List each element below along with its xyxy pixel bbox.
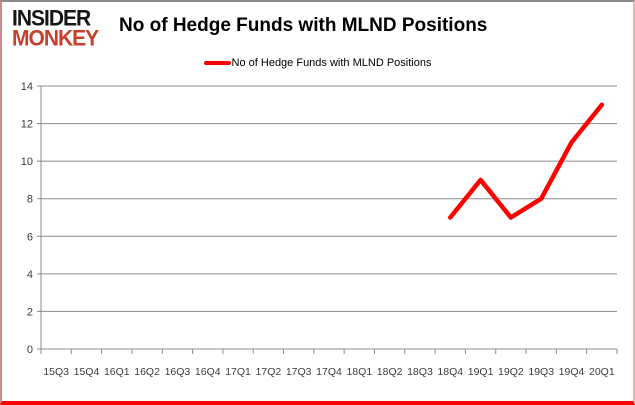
y-tick-label: 6 bbox=[27, 231, 33, 243]
logo-monkey-text: MONKEY bbox=[12, 26, 99, 51]
x-tick-label: 16Q1 bbox=[104, 366, 130, 378]
x-tick-label: 18Q3 bbox=[407, 366, 433, 378]
x-tick-label: 17Q1 bbox=[225, 366, 251, 378]
x-tick-label: 15Q4 bbox=[74, 366, 100, 378]
x-tick-label: 19Q2 bbox=[498, 366, 524, 378]
x-tick-label: 19Q1 bbox=[468, 366, 494, 378]
y-tick-label: 2 bbox=[27, 306, 33, 318]
x-tick-label: 16Q2 bbox=[134, 366, 160, 378]
y-tick-label: 10 bbox=[21, 156, 33, 168]
chart-title: No of Hedge Funds with MLND Positions bbox=[119, 15, 488, 36]
x-tick-label: 19Q3 bbox=[528, 366, 554, 378]
y-tick-label: 0 bbox=[27, 344, 33, 356]
y-tick-label: 8 bbox=[27, 194, 33, 206]
x-tick-label: 16Q3 bbox=[165, 366, 191, 378]
x-tick-label: 17Q3 bbox=[286, 366, 312, 378]
legend-line-swatch bbox=[203, 61, 231, 65]
y-tick-label: 4 bbox=[27, 269, 33, 281]
logo-insider-text: INSIDER bbox=[12, 6, 91, 31]
x-tick-label: 18Q1 bbox=[346, 366, 372, 378]
line-chart: 0 2 4 6 8 10 12 14 15Q3 15Q4 16Q1 16Q2 16Q3 16Q4 17Q1 1… bbox=[21, 81, 618, 378]
x-tick-label: 16Q4 bbox=[195, 366, 221, 378]
x-tick-label: 19Q4 bbox=[559, 366, 585, 378]
y-tick-label: 14 bbox=[21, 81, 33, 93]
legend-label: No of Hedge Funds with MLND Positions bbox=[231, 57, 432, 69]
x-tick-label: 15Q3 bbox=[43, 366, 69, 378]
series-line bbox=[448, 102, 605, 220]
x-tick-label: 18Q2 bbox=[377, 366, 403, 378]
chart-legend: No of Hedge Funds with MLND Positions bbox=[2, 57, 633, 69]
insider-monkey-logo: INSIDER MONKEY bbox=[12, 6, 118, 51]
x-tick-label: 18Q4 bbox=[437, 366, 463, 378]
x-tick-label: 17Q4 bbox=[316, 366, 342, 378]
x-tick-label: 20Q1 bbox=[589, 366, 615, 378]
y-tick-label: 12 bbox=[21, 119, 33, 131]
x-tick-label: 17Q2 bbox=[256, 366, 282, 378]
